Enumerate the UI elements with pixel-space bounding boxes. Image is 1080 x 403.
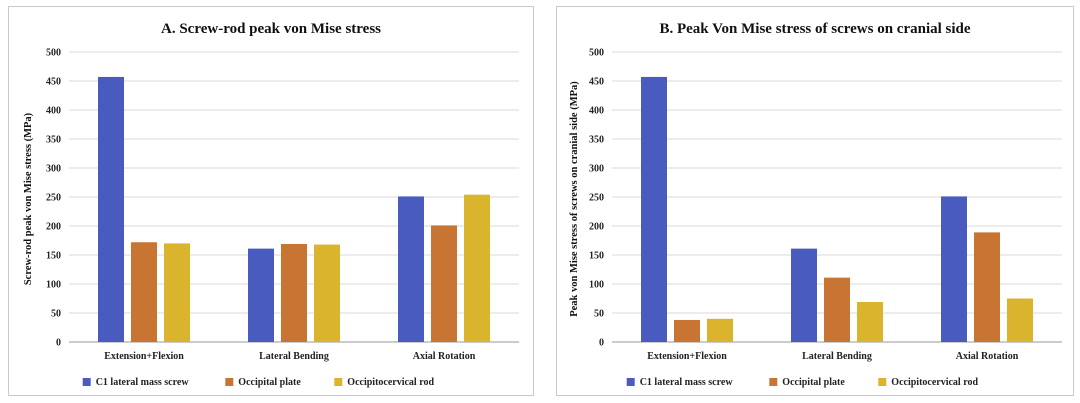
chart-b-legend-swatch (769, 378, 778, 386)
chart-a-ytick-label: 350 (46, 135, 61, 146)
chart-a-bar-3-3 (464, 194, 490, 342)
chart-a-legend-swatch (82, 378, 91, 386)
chart-b-bar-2-3 (974, 232, 1000, 342)
chart-b-ytick-label: 350 (589, 135, 604, 146)
chart-b-bar-3-2 (857, 301, 883, 342)
chart-b-ytick-label: 450 (589, 77, 604, 88)
chart-a-svg: A. Screw-rod peak von Mise stress Screw-… (23, 21, 519, 388)
chart-b-legend-label: C1 lateral mass screw (640, 377, 734, 388)
chart-a-ytick-label: 500 (46, 48, 61, 59)
chart-b-ytick-label: 200 (589, 222, 604, 233)
chart-panel-b: B. Peak Von Mise stress of screws on cra… (556, 6, 1074, 396)
chart-b-legend-swatch (626, 378, 635, 386)
chart-b-bar-2-1 (674, 319, 700, 342)
chart-a-ytick-label: 450 (46, 77, 61, 88)
chart-b-bar-1-2 (791, 248, 817, 342)
chart-b-ytick-label: 500 (589, 48, 604, 59)
chart-b-ytick-label: 400 (589, 106, 604, 117)
chart-b-legend-label: Occipital plate (782, 377, 845, 388)
chart-b-ylabel: Peak von Mise stress of screws on crania… (569, 81, 580, 317)
chart-b-ytick-label: 50 (594, 309, 604, 320)
chart-a-legend-label: C1 lateral mass screw (96, 377, 190, 388)
chart-a-bar-2-2 (281, 243, 307, 342)
chart-a-bar-3-2 (314, 244, 340, 342)
chart-a-bar-3-1 (164, 243, 190, 342)
chart-a-bar-1-2 (248, 248, 274, 342)
chart-b-xtick-label: Axial Rotation (956, 351, 1019, 362)
chart-a-bar-2-1 (131, 242, 157, 342)
chart-b-legend-label: Occipitocervical rod (891, 377, 978, 388)
chart-b-svg: B. Peak Von Mise stress of screws on cra… (569, 21, 1062, 388)
chart-a-bar-2-3 (431, 225, 457, 342)
chart-b-xtick-label: Lateral Bending (802, 351, 872, 362)
chart-b-legend-swatch (878, 378, 887, 386)
chart-b-bar-2-2 (824, 277, 850, 342)
chart-a-bar-1-3 (398, 196, 424, 342)
chart-a-bar-1-1 (98, 76, 124, 342)
chart-a-ytick-label: 200 (46, 222, 61, 233)
chart-a-xtick-label: Axial Rotation (413, 351, 476, 362)
chart-b-ytick-label: 250 (589, 193, 604, 204)
chart-a-legend-label: Occipital plate (238, 377, 301, 388)
chart-b-bar-3-1 (707, 318, 733, 342)
chart-b-bar-3-3 (1007, 298, 1033, 342)
chart-a-ytick-label: 400 (46, 106, 61, 117)
chart-panel-a: A. Screw-rod peak von Mise stress Screw-… (8, 6, 534, 396)
chart-b-ytick-label: 300 (589, 164, 604, 175)
chart-a-ytick-label: 250 (46, 193, 61, 204)
chart-a-legend-swatch (334, 378, 343, 386)
chart-b-ytick-label: 150 (589, 251, 604, 262)
chart-a-legend-swatch (225, 378, 234, 386)
chart-a-legend-label: Occipitocervical rod (347, 377, 434, 388)
chart-a-xtick-label: Extension+Flexion (104, 351, 184, 362)
chart-b-bar-1-1 (641, 76, 667, 342)
chart-a-ylabel: Screw-rod peak von Mise stress (MPa) (23, 112, 34, 285)
chart-b-ytick-label: 0 (599, 338, 604, 349)
chart-a-ytick-label: 150 (46, 251, 61, 262)
chart-a-ytick-label: 100 (46, 280, 61, 291)
chart-b-xtick-label: Extension+Flexion (647, 351, 727, 362)
chart-a-title: A. Screw-rod peak von Mise stress (161, 21, 381, 37)
chart-b-bar-1-3 (941, 196, 967, 342)
chart-a-ytick-label: 50 (51, 309, 61, 320)
chart-a-ytick-label: 0 (56, 338, 61, 349)
chart-b-ytick-label: 100 (589, 280, 604, 291)
chart-a-xtick-label: Lateral Bending (259, 351, 329, 362)
chart-b-title: B. Peak Von Mise stress of screws on cra… (659, 21, 970, 37)
chart-a-ytick-label: 300 (46, 164, 61, 175)
